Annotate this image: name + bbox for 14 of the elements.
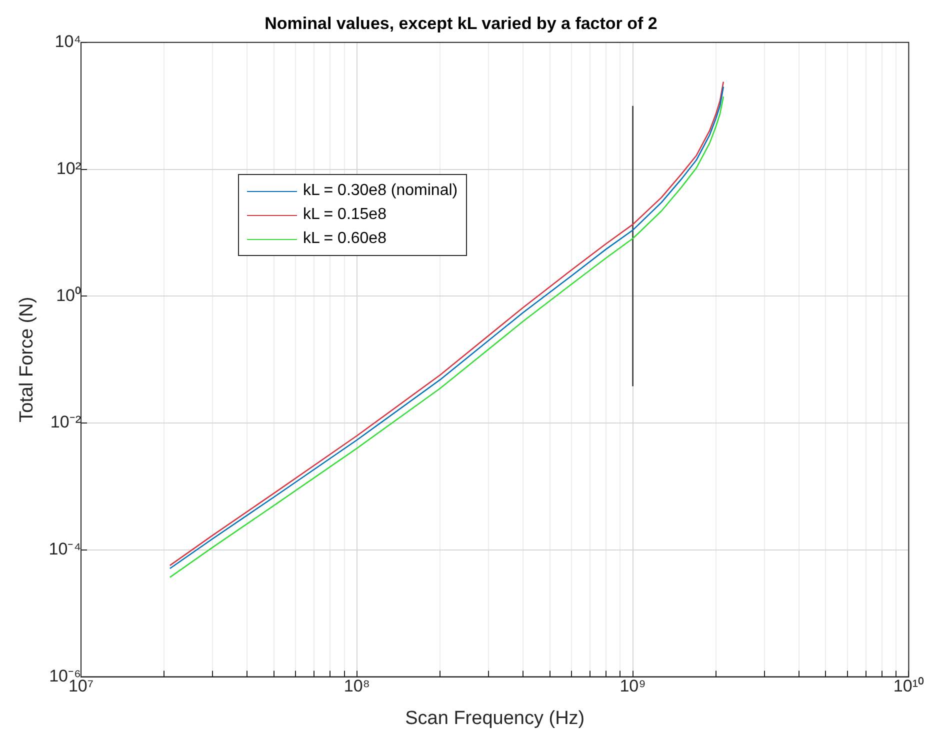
y-tick-label: 10⁰	[56, 286, 82, 305]
legend-label: kL = 0.30e8 (nominal)	[303, 182, 458, 200]
y-tick-label: 10⁻⁴	[48, 540, 82, 559]
x-tick-label: 10⁹	[620, 676, 646, 696]
x-tick-label: 10⁸	[344, 676, 370, 696]
y-tick-label: 10⁴	[54, 32, 82, 52]
y-axis-title: Total Force (N)	[16, 296, 38, 422]
x-axis-title: Scan Frequency (Hz)	[405, 708, 585, 729]
y-tick-label: 10⁻²	[50, 412, 82, 432]
y-tick-label: 10²	[56, 158, 82, 178]
legend-label: kL = 0.60e8	[303, 230, 386, 248]
chart-title: Nominal values, except kL varied by a factor of 2	[264, 14, 658, 33]
x-tick-label: 10¹⁰	[893, 676, 924, 696]
legend-label: kL = 0.15e8	[303, 206, 386, 224]
